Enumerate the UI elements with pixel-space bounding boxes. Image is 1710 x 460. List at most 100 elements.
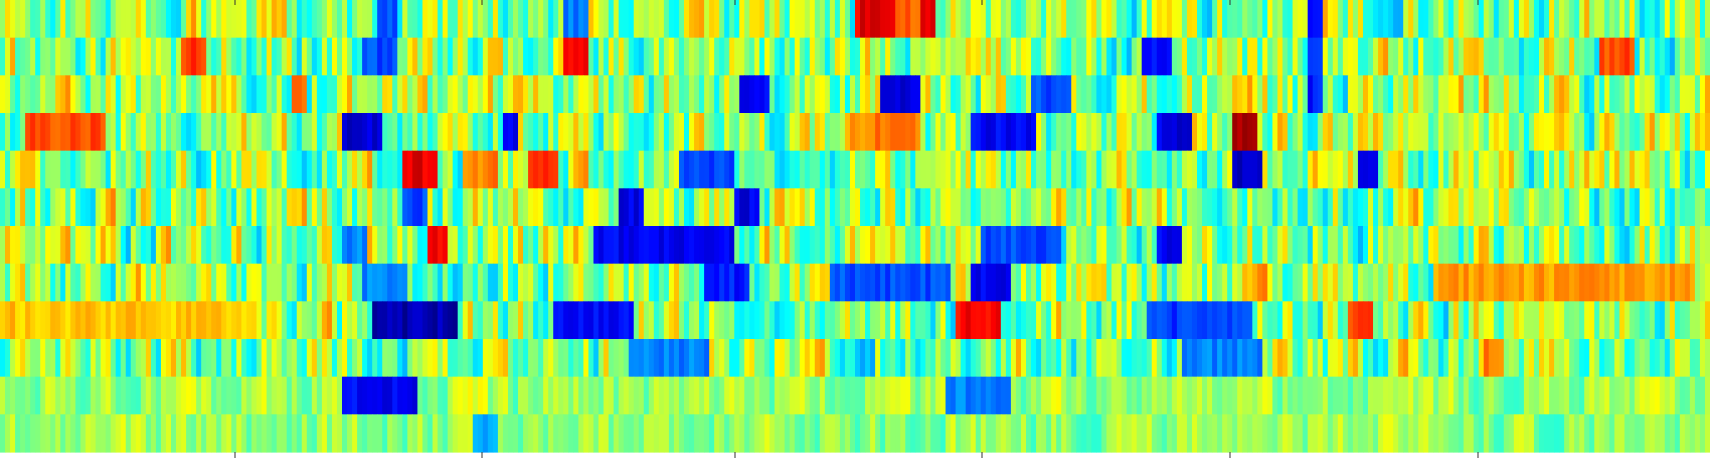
heatmap-cell	[895, 414, 901, 453]
heatmap-cell	[437, 226, 444, 265]
heatmap-cell	[829, 376, 836, 415]
heatmap-cell	[553, 301, 559, 340]
heatmap-cell	[1146, 188, 1153, 227]
heatmap-cell	[1181, 113, 1188, 152]
heatmap-cell	[875, 263, 881, 302]
heatmap-cell	[1207, 75, 1213, 114]
heatmap-cell	[1136, 376, 1143, 415]
heatmap-cell	[271, 75, 278, 114]
heatmap-cell	[160, 113, 167, 152]
heatmap-cell	[668, 226, 675, 265]
heatmap-cell	[1302, 339, 1309, 378]
heatmap-cell	[855, 263, 861, 302]
heatmap-cell	[1227, 0, 1233, 39]
heatmap-cell	[120, 0, 127, 39]
heatmap-cell	[885, 226, 891, 265]
heatmap-cell	[1528, 150, 1535, 189]
heatmap-cell	[1232, 301, 1238, 340]
heatmap-cell	[125, 263, 132, 302]
heatmap-cell	[1513, 75, 1520, 114]
heatmap-cell	[1056, 301, 1062, 340]
heatmap-cell	[739, 75, 745, 114]
heatmap-cell	[1327, 150, 1334, 189]
heatmap-cell	[814, 226, 821, 265]
heatmap-cell	[799, 0, 806, 39]
heatmap-cell	[1302, 226, 1309, 265]
heatmap-cell	[1287, 376, 1294, 415]
heatmap-cell	[1020, 37, 1027, 76]
heatmap-cell	[100, 263, 107, 302]
heatmap-cell	[467, 226, 474, 265]
heatmap-cell	[1473, 75, 1480, 114]
heatmap-cell	[467, 301, 474, 340]
heatmap-cell	[744, 414, 750, 453]
heatmap-cell	[140, 75, 147, 114]
heatmap-cell	[1267, 75, 1274, 114]
heatmap-cell	[829, 0, 836, 39]
heatmap-cell	[45, 75, 51, 114]
heatmap-cell	[734, 263, 740, 302]
heatmap-cell	[1649, 301, 1656, 340]
heatmap-cell	[1347, 150, 1354, 189]
heatmap-cell	[281, 263, 288, 302]
heatmap-cell	[880, 339, 886, 378]
heatmap-cell	[1589, 301, 1595, 340]
heatmap-cell	[754, 0, 761, 39]
heatmap-cell	[60, 37, 66, 76]
heatmap-cell	[779, 113, 786, 152]
heatmap-cell	[347, 226, 353, 265]
heatmap-cell	[1513, 226, 1520, 265]
heatmap-cell	[1005, 0, 1012, 39]
heatmap-cell	[1448, 75, 1455, 114]
heatmap-cell	[1096, 37, 1103, 76]
heatmap-cell	[694, 188, 700, 227]
heatmap-cell	[1554, 414, 1560, 453]
heatmap-cell	[452, 113, 459, 152]
heatmap-cell	[251, 75, 258, 114]
heatmap-cell	[1166, 414, 1173, 453]
heatmap-cell	[658, 263, 665, 302]
heatmap-cell	[568, 188, 574, 227]
heatmap-cell	[1508, 226, 1515, 265]
heatmap-cell	[140, 414, 147, 453]
heatmap-cell	[1292, 339, 1299, 378]
heatmap-cell	[734, 150, 740, 189]
heatmap-cell	[1574, 188, 1580, 227]
heatmap-cell	[985, 339, 992, 378]
heatmap-cell	[331, 75, 338, 114]
heatmap-cell	[1272, 226, 1279, 265]
heatmap-cell	[171, 226, 177, 265]
heatmap-cell	[1478, 0, 1485, 39]
heatmap-cell	[1443, 339, 1450, 378]
heatmap-cell	[563, 113, 569, 152]
heatmap-cell	[160, 75, 167, 114]
heatmap-cell	[1081, 414, 1087, 453]
heatmap-cell	[653, 150, 660, 189]
heatmap-cell	[1443, 376, 1450, 415]
heatmap-cell	[1599, 75, 1605, 114]
heatmap-cell	[764, 113, 771, 152]
heatmap-cell	[462, 263, 469, 302]
heatmap-cell	[1287, 188, 1294, 227]
heatmap-cell	[603, 376, 610, 415]
heatmap-cell	[145, 113, 152, 152]
heatmap-cell	[538, 37, 544, 76]
heatmap-cell	[1252, 150, 1258, 189]
heatmap-cell	[658, 75, 665, 114]
heatmap-cell	[1639, 414, 1646, 453]
heatmap-cell	[1448, 301, 1455, 340]
heatmap-cell	[970, 339, 977, 378]
heatmap-cell	[1051, 37, 1057, 76]
heatmap-cell	[30, 37, 36, 76]
heatmap-cell	[1217, 414, 1223, 453]
heatmap-cell	[1554, 188, 1560, 227]
heatmap-cell	[130, 0, 137, 39]
heatmap-cell	[1478, 113, 1485, 152]
heatmap-cell	[1574, 37, 1580, 76]
heatmap-cell	[382, 414, 388, 453]
heatmap-cell	[1458, 414, 1465, 453]
heatmap-cell	[65, 150, 72, 189]
heatmap-cell	[1312, 150, 1319, 189]
heatmap-cell	[1061, 339, 1067, 378]
heatmap-cell	[1674, 37, 1681, 76]
